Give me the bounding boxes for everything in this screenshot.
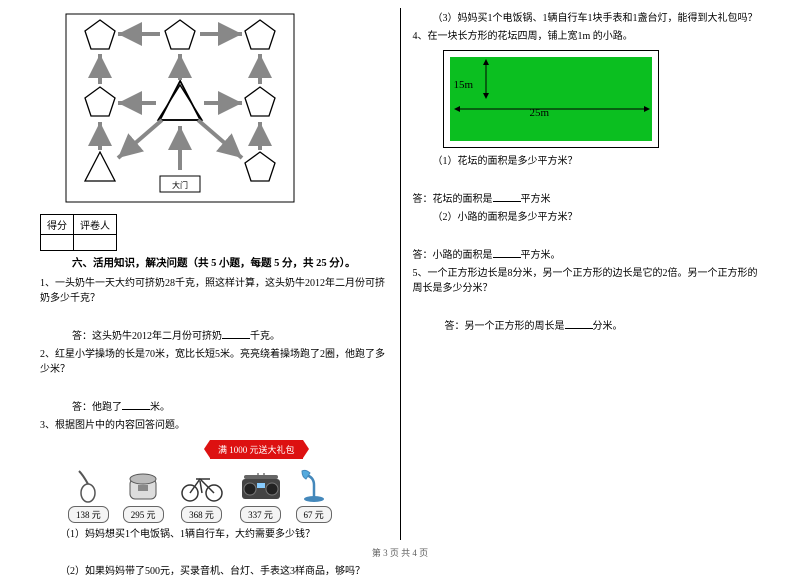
q4-sub1: （1）花坛的面积是多少平方米？ (433, 154, 761, 169)
item-watch: 138 元 (68, 469, 109, 523)
bike-icon (178, 467, 226, 503)
page-footer: 第 3 页 共 4 页 (0, 546, 800, 559)
q4-ans2: 答：小路的面积是 平方米。 (413, 247, 761, 263)
q2-text: 2、红星小学操场的长是70米，宽比长短5米。亮亮绕着操场跑了2圈，他跑了多少米？ (40, 347, 388, 377)
cooker-icon (126, 469, 160, 503)
q5-answer: 答：另一个正方形的周长是 分米。 (445, 318, 761, 334)
garden-width-label: 25m (530, 107, 550, 119)
price-bike: 368 元 (181, 506, 222, 523)
q4-ans2-prefix: 答：小路的面积是 (413, 250, 493, 261)
q4-ans1-prefix: 答：花坛的面积是 (413, 194, 493, 205)
q5-ans-prefix: 答：另一个正方形的周长是 (445, 321, 565, 332)
q4-blank2[interactable] (493, 247, 521, 258)
q1-blank[interactable] (222, 328, 250, 339)
column-divider (400, 8, 401, 540)
price-radio: 337 元 (240, 506, 281, 523)
q2-answer: 答：他跑了 米。 (72, 399, 388, 415)
section-title: 六、活用知识，解决问题（共 5 小题，每题 5 分，共 25 分）。 (40, 255, 388, 270)
q1-ans-prefix: 答：这头奶牛2012年二月份可挤奶 (72, 331, 222, 342)
garden-height-label: 15m (454, 79, 474, 91)
shapes-diagram: 大门 (60, 8, 300, 208)
grader-cell: 评卷人 (74, 215, 117, 235)
right-column: （3）妈妈买1个电饭锅、1辆自行车1块手表和1盏台灯，能得到大礼包吗？ 4、在一… (403, 8, 771, 540)
watch-icon (75, 469, 101, 503)
q2-blank[interactable] (122, 399, 150, 410)
item-cooker: 295 元 (123, 469, 164, 523)
q4-ans2-suffix: 平方米。 (521, 250, 561, 261)
item-lamp: 67 元 (296, 467, 332, 523)
q1-answer: 答：这头奶牛2012年二月份可挤奶 千克。 (72, 328, 388, 344)
q1-text: 1、一头奶牛一天大约可挤奶28千克，照这样计算，这头奶牛2012年二月份可挤奶多… (40, 276, 388, 306)
page-columns: 大门 得分 (0, 0, 800, 540)
q3-sub2: （2）如果妈妈带了500元，买录音机、台灯、手表这3样商品，够吗？ (60, 564, 388, 579)
q3-sub1: （1）妈妈想买1个电饭锅、1辆自行车，大约需要多少钱？ (60, 527, 388, 542)
q2-ans-prefix: 答：他跑了 (72, 402, 122, 413)
left-column: 大门 得分 (30, 8, 398, 540)
q5-text: 5、一个正方形边长是8分米，另一个正方形的边长是它的2倍。另一个正方形的周长是多… (413, 266, 761, 296)
price-lamp: 67 元 (296, 506, 332, 523)
lamp-icon (300, 467, 328, 503)
score-table: 得分 评卷人 (40, 214, 117, 251)
price-cooker: 295 元 (123, 506, 164, 523)
q3-text: 3、根据图片中的内容回答问题。 (40, 418, 388, 433)
items-row: 138 元 295 元 368 元 337 元 67 元 (68, 467, 388, 523)
score-cell: 得分 (41, 215, 74, 235)
q5-ans-suffix: 分米。 (593, 321, 623, 332)
q2-ans-suffix: 米。 (150, 402, 170, 413)
item-bike: 368 元 (178, 467, 226, 523)
q4-sub2: （2）小路的面积是多少平方米？ (433, 210, 761, 225)
q4-blank1[interactable] (493, 191, 521, 202)
garden-diagram: 15m 25m (443, 50, 659, 148)
promo-banner: 满 1000 元送大礼包 (210, 440, 303, 459)
q4-ans1: 答：花坛的面积是 平方米 (413, 191, 761, 207)
q5-blank[interactable] (565, 318, 593, 329)
price-watch: 138 元 (68, 506, 109, 523)
q3-sub3: （3）妈妈买1个电饭锅、1辆自行车1块手表和1盏台灯，能得到大礼包吗？ (433, 11, 761, 26)
q4-text: 4、在一块长方形的花坛四周，铺上宽1m 的小路。 (413, 29, 761, 44)
garden-inner: 15m 25m (450, 57, 652, 141)
q4-ans1-suffix: 平方米 (521, 194, 551, 205)
radio-icon (240, 473, 282, 503)
item-radio: 337 元 (240, 473, 282, 523)
q1-ans-suffix: 千克。 (250, 331, 280, 342)
gate-label: 大门 (172, 180, 188, 190)
